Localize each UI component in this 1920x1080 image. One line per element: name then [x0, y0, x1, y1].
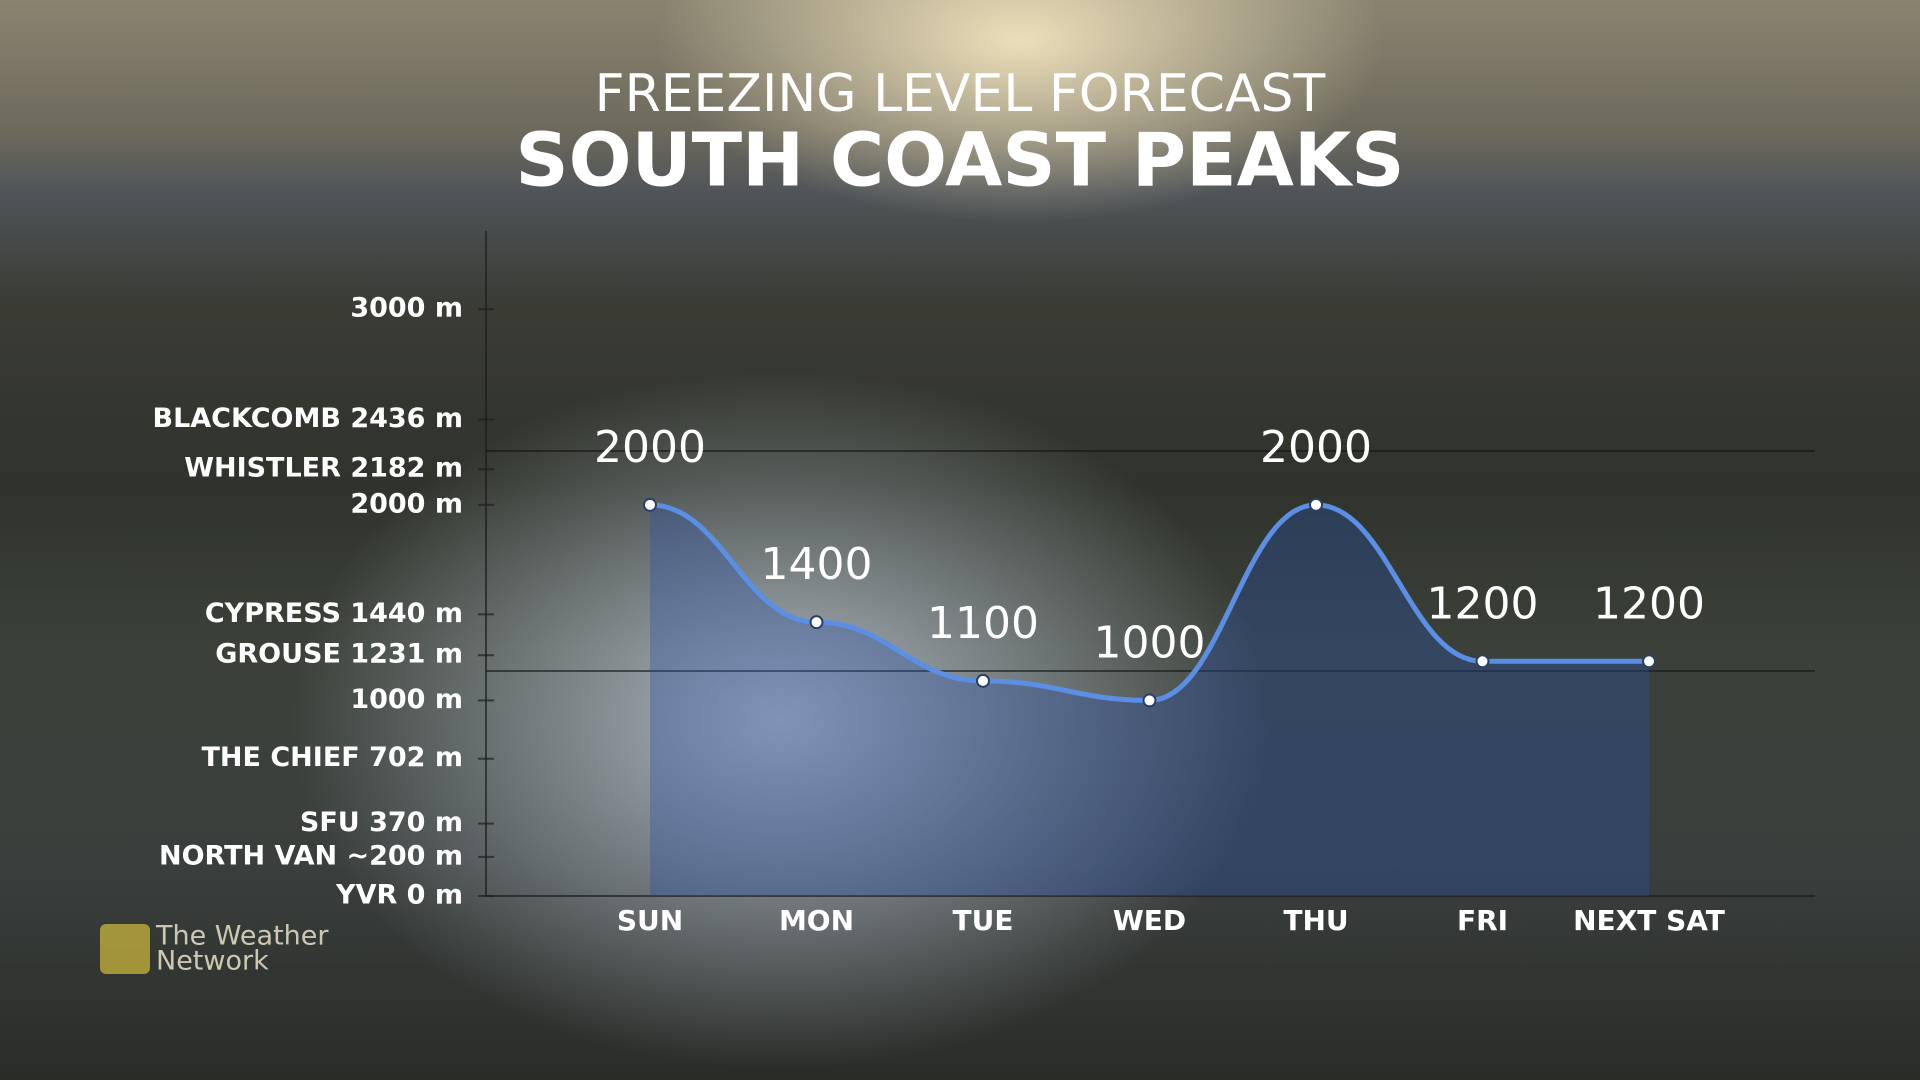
y-tick-label: SFU 370 m	[300, 807, 463, 838]
y-tick-label: GROUSE 1231 m	[215, 639, 463, 670]
point	[809, 615, 824, 630]
value-label: 1200	[1427, 578, 1539, 629]
logo-icon	[100, 924, 150, 974]
y-tick-label: THE CHIEF 702 m	[202, 742, 464, 773]
y-tick-label: YVR 0 m	[335, 880, 463, 911]
x-tick-label: NEXT SAT	[1573, 904, 1725, 937]
point	[1475, 654, 1490, 669]
logo-text: The Weather	[155, 921, 329, 952]
x-tick-label: FRI	[1457, 904, 1508, 937]
value-label: 1200	[1593, 578, 1705, 629]
x-tick-label: MON	[779, 904, 854, 937]
value-label: 2000	[1260, 422, 1372, 473]
y-tick-label: 2000 m	[350, 488, 463, 519]
x-tick-label: THU	[1283, 904, 1348, 937]
chart-title: FREEZING LEVEL FORECAST	[595, 64, 1326, 124]
value-label: 2000	[594, 422, 706, 473]
point	[1309, 497, 1323, 512]
logo: The Weather Network	[100, 921, 329, 977]
y-tick-label: WHISTLER 2182 m	[184, 453, 463, 484]
point	[976, 673, 990, 688]
y-tick-label: CYPRESS 1440 m	[205, 598, 463, 629]
point	[643, 497, 657, 512]
x-tick-label: SUN	[617, 904, 683, 937]
value-label: 1100	[927, 598, 1039, 649]
x-tick-label: TUE	[953, 904, 1014, 937]
logo-text: Network	[156, 946, 269, 977]
chart-subtitle: SOUTH COAST PEAKS	[515, 118, 1404, 204]
point	[1642, 654, 1656, 669]
value-label: 1000	[1094, 617, 1206, 668]
point	[1142, 693, 1157, 708]
y-tick-label: 3000 m	[350, 293, 463, 324]
y-tick-label: BLACKCOMB 2436 m	[153, 403, 464, 434]
y-tick-label: 1000 m	[350, 684, 463, 715]
value-label: 1400	[761, 539, 873, 590]
y-tick-label: NORTH VAN ~200 m	[159, 840, 463, 871]
x-tick-label: WED	[1113, 904, 1186, 937]
